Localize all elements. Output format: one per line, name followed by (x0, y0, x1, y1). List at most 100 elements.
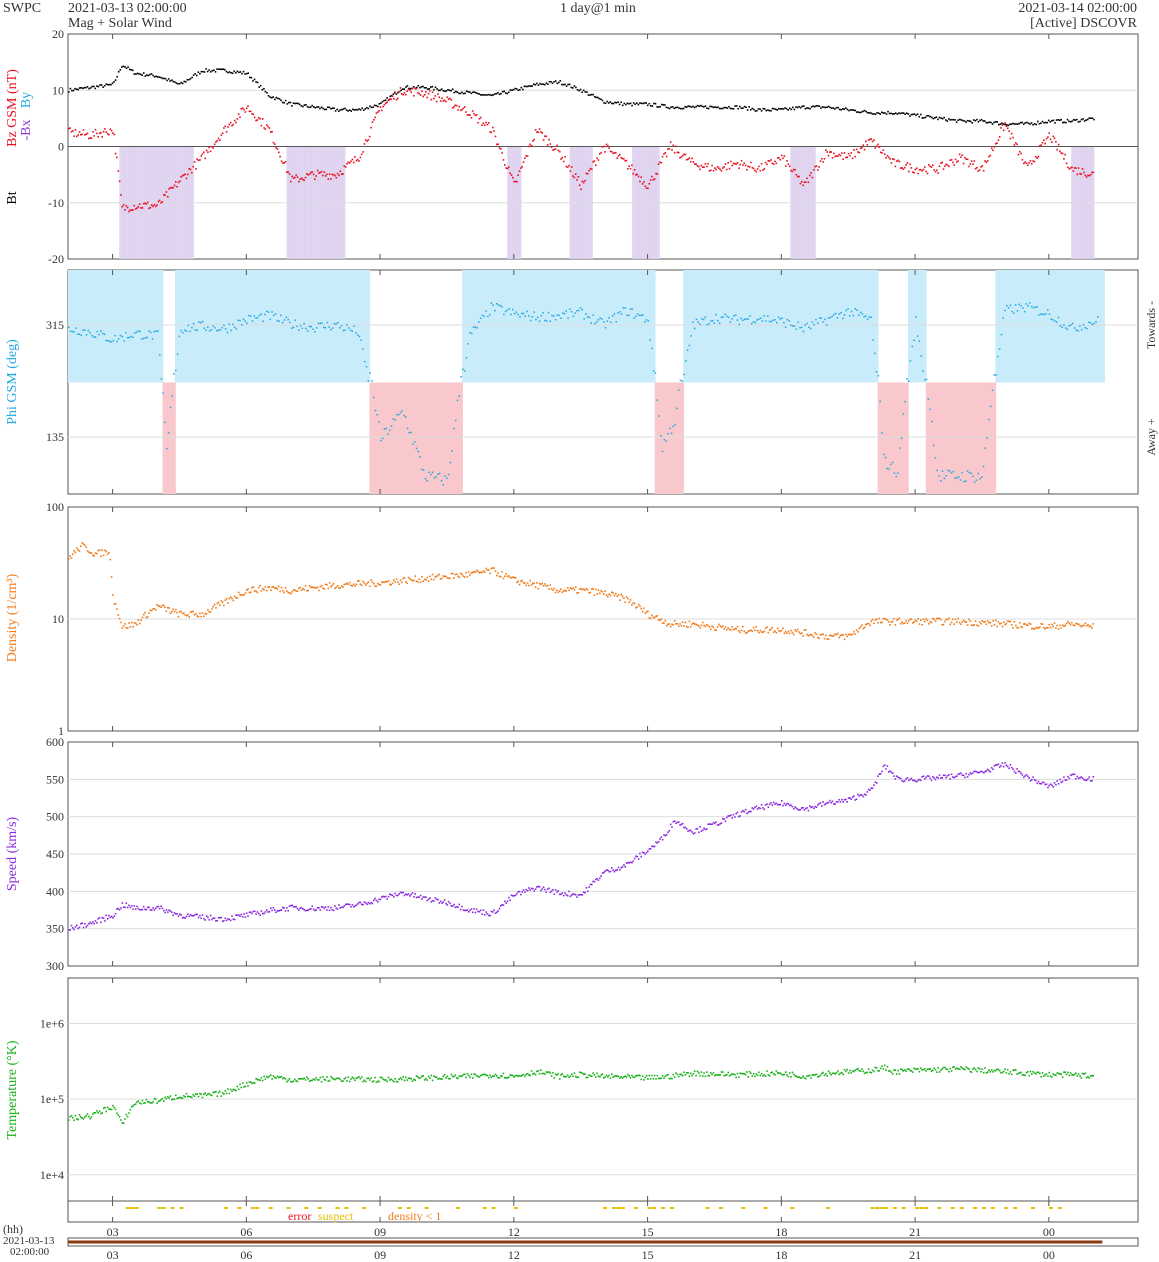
phi-point (642, 314, 644, 316)
density-point (968, 618, 970, 621)
temperature-point (140, 1103, 142, 1105)
density-point (1009, 620, 1012, 623)
bt-point (763, 108, 766, 110)
speed-point (126, 906, 129, 909)
phi-away-band (173, 382, 176, 494)
bt-point (171, 79, 173, 81)
density-point (961, 621, 964, 623)
speed-point (474, 911, 477, 914)
temperature-point (179, 1096, 181, 1099)
bt-point (1079, 120, 1081, 123)
bt-point (515, 88, 518, 90)
temperature-point (307, 1078, 309, 1080)
temperature-point (740, 1072, 743, 1075)
density-point (439, 578, 442, 580)
phi-point (201, 320, 204, 323)
phi-point (858, 314, 860, 316)
density-point (891, 620, 894, 623)
phi-point (560, 317, 562, 319)
phi-towards-band (752, 270, 756, 383)
bt-point (469, 91, 471, 93)
density-point (607, 595, 609, 598)
bt-point (771, 107, 774, 110)
bt-point (259, 84, 262, 87)
temperature-point (635, 1074, 637, 1077)
speed-point (854, 799, 856, 801)
temperature-point (882, 1068, 885, 1070)
density-point (802, 635, 804, 637)
phi-point (786, 318, 789, 321)
speed-point (299, 907, 301, 909)
bt-point (422, 85, 424, 88)
temperature-point (150, 1102, 153, 1105)
bz-point (822, 161, 824, 163)
temperature-point (726, 1074, 728, 1076)
bz-point (1039, 145, 1041, 147)
temperature-point (324, 1079, 327, 1081)
density-point (605, 594, 608, 596)
bz-point (783, 155, 786, 157)
temperature-point (893, 1069, 895, 1071)
speed-point (403, 894, 406, 897)
bz-point (633, 169, 636, 171)
bz-point (298, 180, 300, 183)
density-point (271, 586, 273, 588)
phi-towards-band (126, 270, 130, 383)
temperature-point (193, 1095, 196, 1097)
bt-point (590, 93, 593, 96)
bt-point (164, 77, 167, 80)
speed-point (140, 909, 142, 911)
bz-point (330, 178, 332, 180)
speed-point (1033, 778, 1036, 781)
phi-point (1023, 310, 1026, 313)
temperature-point (395, 1080, 398, 1083)
bt-point (217, 68, 220, 71)
phi-point (353, 325, 355, 327)
density-point (595, 588, 597, 591)
speed-point (191, 914, 193, 917)
density-point (794, 629, 796, 631)
density-point (1055, 627, 1057, 629)
speed-point (572, 893, 574, 895)
speed-point (750, 810, 752, 813)
speed-point (586, 890, 589, 893)
phi-point (708, 323, 710, 325)
bz-point (322, 174, 324, 177)
density-point (496, 574, 498, 577)
bz-point (847, 153, 850, 155)
temperature-point (659, 1077, 661, 1080)
bt-point (612, 102, 615, 105)
phi-towards-band (841, 270, 845, 383)
bt-point (1068, 120, 1070, 123)
bz-point (811, 176, 814, 179)
temperature-point (504, 1077, 506, 1079)
temperature-point (430, 1074, 433, 1077)
density-point (538, 582, 541, 585)
temperature-point (316, 1079, 319, 1081)
phi-point (405, 416, 407, 418)
phi-point (82, 329, 84, 331)
speed-point (94, 920, 97, 922)
speed-point (689, 829, 692, 832)
temperature-point (441, 1078, 443, 1080)
temperature-point (423, 1079, 426, 1081)
phi-away-band (394, 382, 397, 494)
speed-point (82, 926, 85, 929)
density-point (244, 592, 247, 594)
speed-point (574, 893, 577, 896)
bt-point (539, 82, 541, 85)
bt-point (146, 74, 148, 76)
temperature-point (759, 1074, 762, 1077)
bt-point (542, 83, 544, 85)
density-point (568, 589, 570, 592)
density-point (837, 632, 839, 635)
temperature-point (607, 1076, 609, 1078)
density-point (988, 621, 990, 624)
temperature-point (146, 1101, 149, 1103)
bz-point (94, 128, 97, 131)
phi-away-band (164, 382, 167, 494)
bt-point (927, 115, 930, 117)
density-point (953, 623, 955, 625)
bz-point (1031, 163, 1033, 165)
phi-towards-band (255, 270, 258, 383)
